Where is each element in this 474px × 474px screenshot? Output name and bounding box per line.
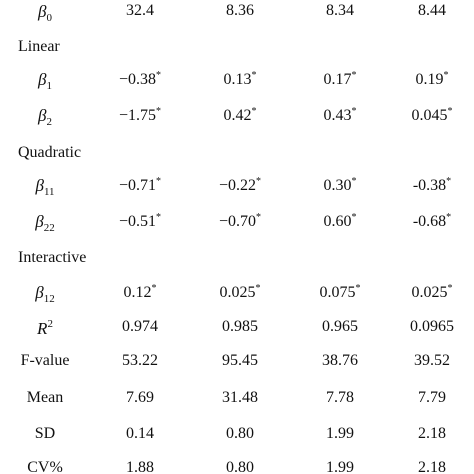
table-row-beta0: β0 32.4 8.36 8.34 8.44 (0, 3, 474, 39)
cell: 0.974 (122, 318, 158, 335)
cell: -0.38* (412, 176, 452, 194)
cell: 0.0965 (410, 318, 454, 335)
significance-star: * (256, 176, 262, 187)
cell: 0.80 (226, 460, 254, 474)
coef-label-r-squared: R2 (37, 318, 53, 338)
cell: 0.075* (319, 283, 361, 301)
section-row-linear: Linear (0, 38, 474, 74)
stat-label-mean: Mean (26, 389, 64, 406)
significance-star: * (351, 176, 357, 187)
cell: 31.48 (222, 389, 258, 406)
coef-label-beta1: β1 (38, 70, 52, 92)
cell: -0.68* (412, 212, 452, 230)
cell: −0.70* (218, 212, 262, 230)
significance-star: * (447, 283, 453, 294)
cell: 0.19* (415, 70, 449, 88)
table-row-beta11: β11 −0.71* −0.22* 0.30* -0.38* (0, 177, 474, 213)
coef-label-beta0: β0 (38, 2, 52, 24)
section-row-interactive: Interactive (0, 249, 474, 285)
cell: 0.025* (411, 283, 453, 301)
cell: 0.30* (323, 176, 357, 194)
significance-star: * (446, 212, 452, 223)
cell: −0.71* (118, 176, 162, 194)
cell: 0.42* (223, 106, 257, 124)
coef-label-beta2: β2 (38, 106, 52, 128)
cell: 1.99 (326, 460, 354, 474)
coef-label-beta12: β12 (35, 283, 55, 305)
cell: 0.60* (323, 212, 357, 230)
coef-label-beta11: β11 (35, 176, 55, 198)
cell: 7.69 (126, 389, 154, 406)
significance-star: * (351, 70, 357, 81)
cell: 32.4 (126, 2, 154, 19)
cell: 1.88 (126, 460, 154, 474)
cell: 1.99 (326, 425, 354, 442)
significance-star: * (151, 283, 157, 294)
cell: 0.025* (219, 283, 261, 301)
cell: 7.79 (418, 389, 446, 406)
table-row-f-value: F-value 53.22 95.45 38.76 39.52 (0, 353, 474, 389)
significance-star: * (446, 176, 452, 187)
cell: 2.18 (418, 460, 446, 474)
cell: 0.17* (323, 70, 357, 88)
cell: 0.14 (126, 425, 154, 442)
cell: 0.965 (322, 318, 358, 335)
stat-label-cv-percent: CV% (27, 460, 63, 474)
table-row-cv-percent: CV% 1.88 0.80 1.99 2.18 (0, 460, 474, 474)
cell: 2.18 (418, 425, 446, 442)
significance-star: * (355, 283, 361, 294)
cell: −1.75* (118, 106, 162, 124)
significance-star: * (156, 176, 162, 187)
cell: 0.80 (226, 425, 254, 442)
cell: 8.34 (326, 2, 354, 19)
cell: 39.52 (414, 352, 450, 369)
cell: −0.38* (118, 70, 162, 88)
table-row-r-squared: R2 0.974 0.985 0.965 0.0965 (0, 319, 474, 355)
cell: −0.51* (118, 212, 162, 230)
table-row-sd: SD 0.14 0.80 1.99 2.18 (0, 426, 474, 462)
section-label-interactive: Interactive (18, 249, 87, 266)
cell: 53.22 (122, 352, 158, 369)
table-row-beta1: β1 −0.38* 0.13* 0.17* 0.19* (0, 71, 474, 107)
section-row-quadratic: Quadratic (0, 144, 474, 180)
cell: 7.78 (326, 389, 354, 406)
significance-star: * (255, 283, 261, 294)
cell: 38.76 (322, 352, 358, 369)
significance-star: * (351, 212, 357, 223)
cell: 0.13* (223, 70, 257, 88)
significance-star: * (156, 70, 162, 81)
cell: 0.43* (323, 106, 357, 124)
significance-star: * (351, 106, 357, 117)
table-row-beta22: β22 −0.51* −0.70* 0.60* -0.68* (0, 213, 474, 249)
section-label-quadratic: Quadratic (18, 144, 82, 161)
significance-star: * (256, 212, 262, 223)
cell: 8.36 (226, 2, 254, 19)
stat-label-sd: SD (34, 425, 56, 442)
table-row-mean: Mean 7.69 31.48 7.78 7.79 (0, 390, 474, 426)
cell: 8.44 (418, 2, 446, 19)
cell: 0.12* (123, 283, 157, 301)
cell: 0.985 (222, 318, 258, 335)
cell: 0.045* (411, 106, 453, 124)
stat-label-f-value: F-value (20, 352, 70, 369)
coef-label-beta22: β22 (35, 212, 55, 234)
significance-star: * (251, 106, 257, 117)
section-label-linear: Linear (18, 38, 60, 55)
cell: 95.45 (222, 352, 258, 369)
significance-star: * (447, 106, 453, 117)
significance-star: * (156, 106, 162, 117)
table-row-beta12: β12 0.12* 0.025* 0.075* 0.025* (0, 284, 474, 320)
cell: −0.22* (218, 176, 262, 194)
significance-star: * (251, 70, 257, 81)
table-row-beta2: β2 −1.75* 0.42* 0.43* 0.045* (0, 107, 474, 143)
significance-star: * (156, 212, 162, 223)
significance-star: * (443, 70, 449, 81)
